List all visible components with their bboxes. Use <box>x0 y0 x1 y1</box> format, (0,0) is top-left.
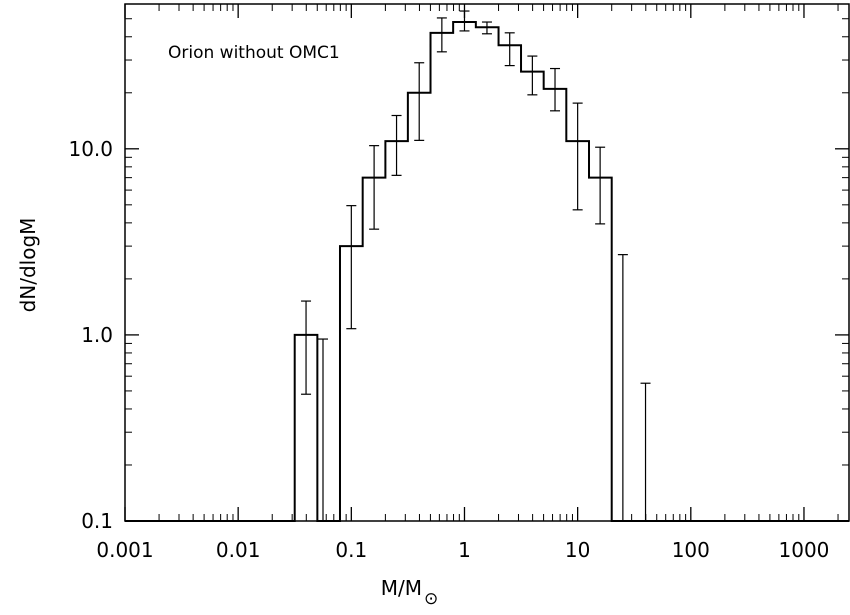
histogram-bin <box>408 93 431 521</box>
histogram-bin <box>544 89 567 521</box>
error-bar <box>301 300 312 395</box>
error-bar <box>391 114 402 176</box>
error-bar <box>550 67 561 112</box>
error-bar <box>459 10 470 32</box>
error-bar <box>436 17 447 53</box>
minor-ticks <box>125 4 849 521</box>
histogram-bin <box>431 33 454 521</box>
x-tick-label: 1 <box>458 538 471 562</box>
error-bar <box>318 338 329 521</box>
error-bar <box>369 145 380 230</box>
x-tick-label: 10 <box>565 538 590 562</box>
histogram-bin <box>499 45 521 521</box>
histogram-bin <box>385 141 407 521</box>
error-bar <box>527 55 538 96</box>
annotation-label: Orion without OMC1 <box>168 43 340 63</box>
major-ticks <box>124 4 849 522</box>
error-bars <box>301 10 651 521</box>
x-tick-label: 0.001 <box>96 538 153 562</box>
y-tick-label: 0.1 <box>81 509 113 533</box>
x-axis-label: M/M <box>381 576 422 600</box>
histogram-bin <box>476 27 499 521</box>
x-tick-label: 100 <box>672 538 710 562</box>
error-bar <box>617 254 628 521</box>
x-tick-label: 0.01 <box>216 538 261 562</box>
solar-symbol: ⊙ <box>424 589 438 609</box>
error-bar <box>346 205 357 330</box>
y-tick-label: 1.0 <box>81 323 113 347</box>
histogram-bin <box>589 178 612 521</box>
y-tick-label: 10.0 <box>68 137 113 161</box>
histogram-bin <box>453 22 476 521</box>
error-bar <box>504 32 515 67</box>
plot-frame <box>124 3 850 522</box>
x-axis-title: M/M ⊙ <box>381 576 439 609</box>
error-bar <box>595 146 606 225</box>
error-bar <box>640 382 651 521</box>
x-tick-label: 1000 <box>779 538 830 562</box>
y-tick-labels: 0.1 1.0 10.0 <box>68 137 113 533</box>
histogram-bins <box>295 22 612 521</box>
histogram-bin <box>521 72 544 521</box>
error-bar <box>572 102 583 211</box>
y-axis-label: dN/dlogM <box>16 218 40 313</box>
histogram-outline <box>125 21 849 522</box>
error-bar <box>481 21 492 35</box>
error-bar <box>414 62 425 141</box>
x-tick-label: 0.1 <box>335 538 367 562</box>
x-tick-labels: 0.001 0.01 0.1 1 10 100 1000 <box>96 538 829 562</box>
